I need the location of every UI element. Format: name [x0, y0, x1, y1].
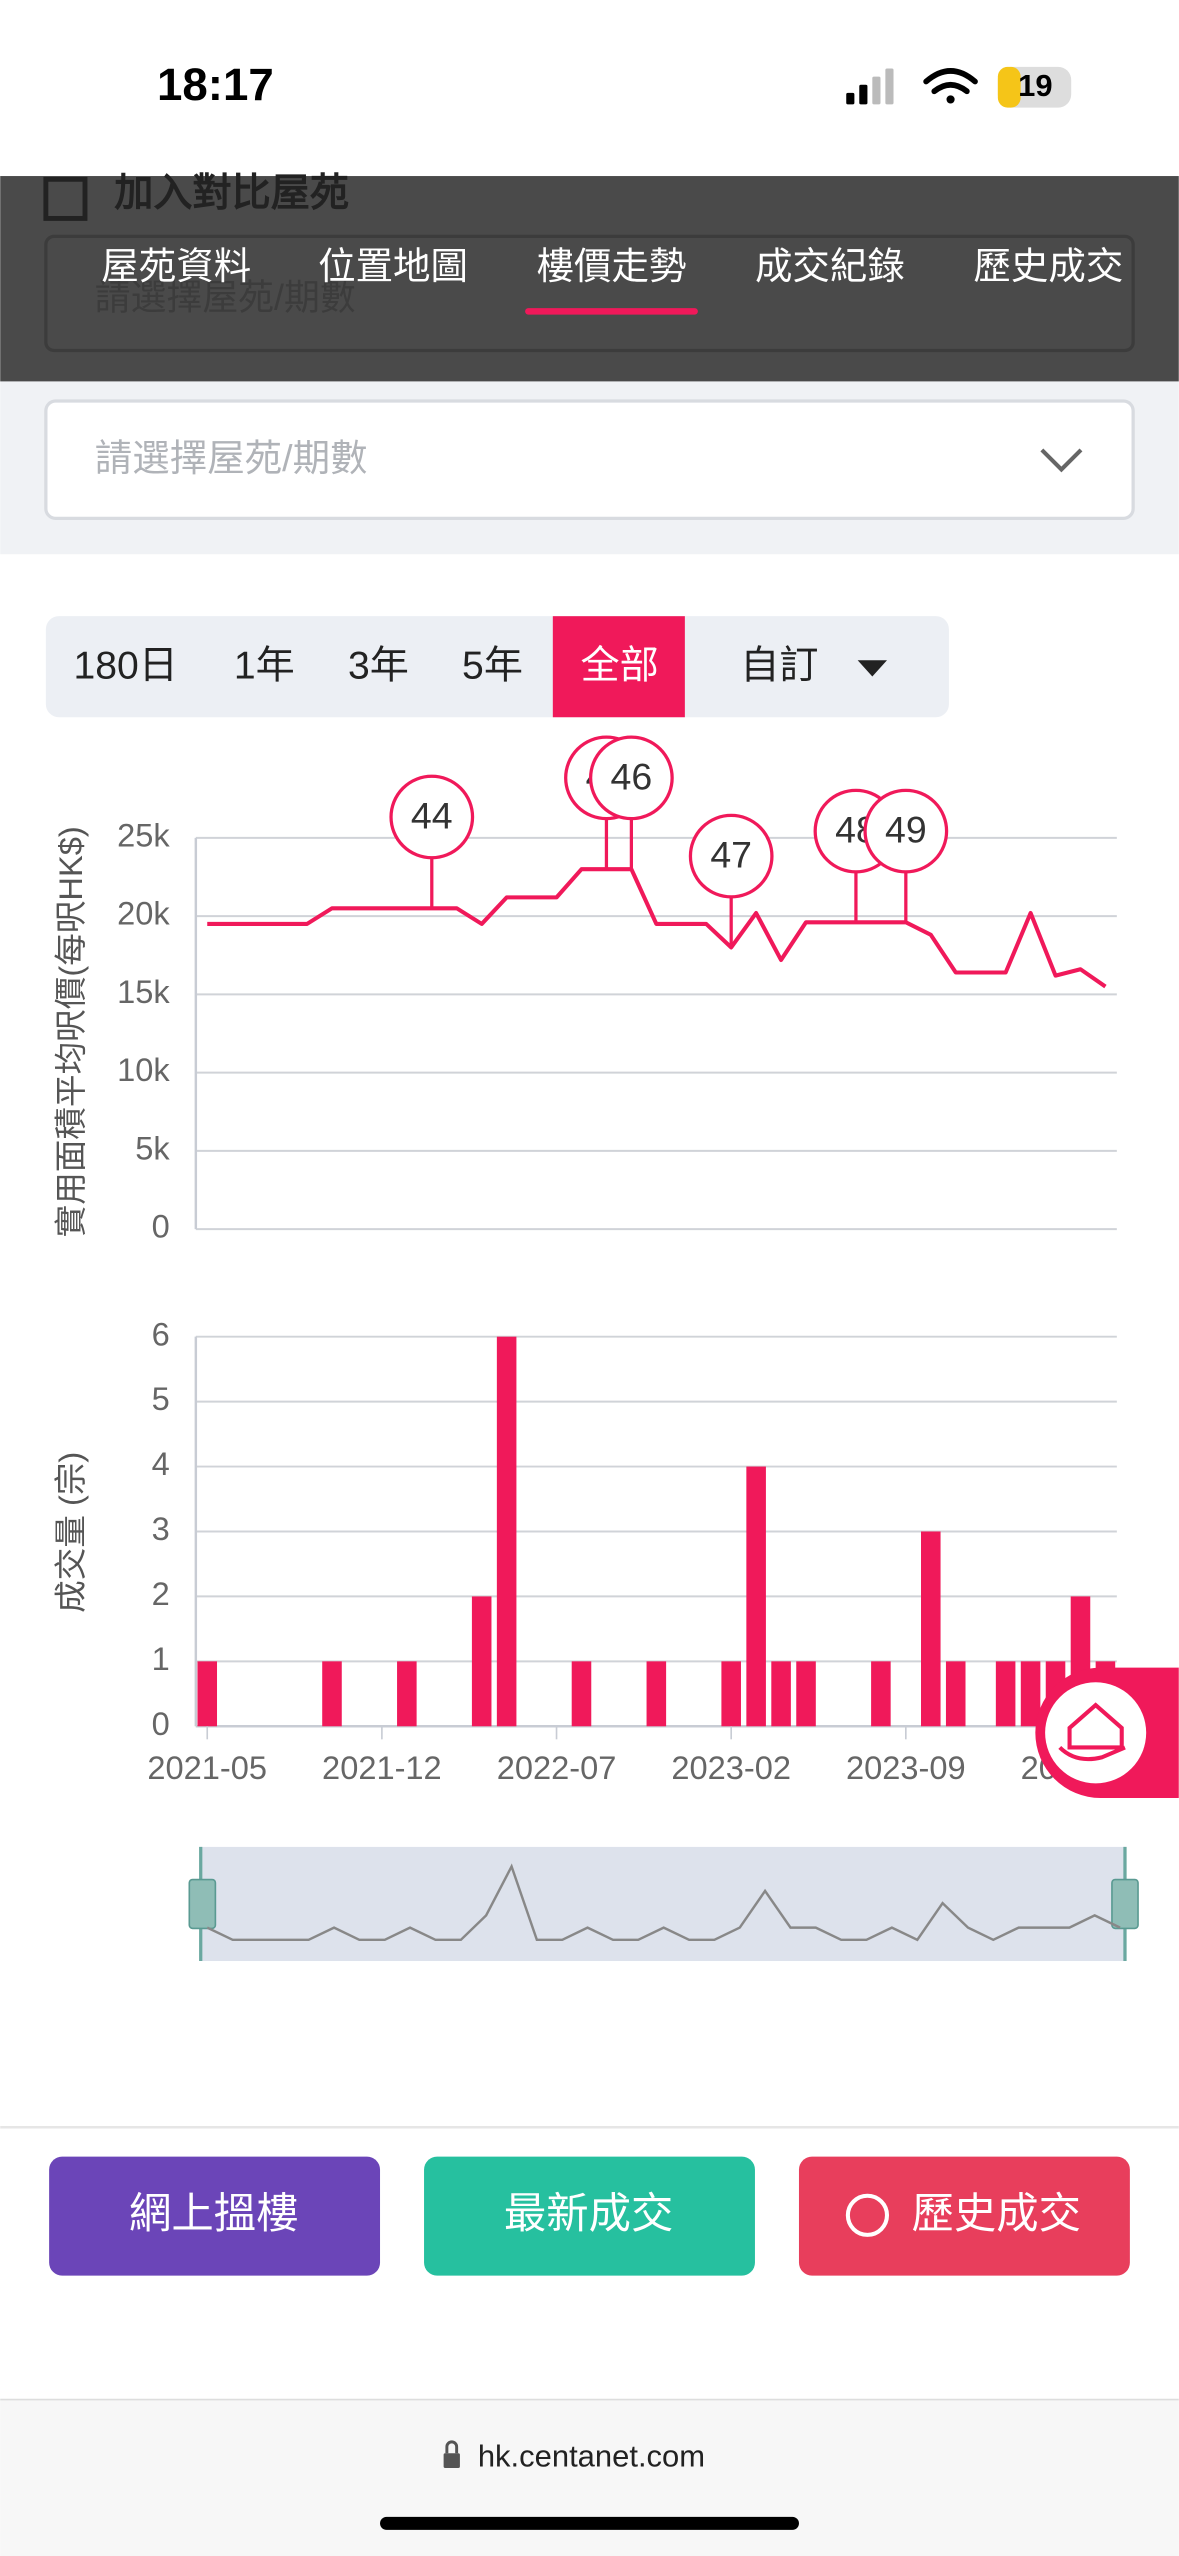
period-option[interactable]: 5年 — [462, 645, 523, 688]
y-axis-title: 實用面積平均呎價(每呎HK$) — [52, 826, 89, 1237]
bar — [721, 1661, 741, 1727]
annotation-bubble — [688, 813, 774, 899]
bar — [995, 1661, 1016, 1727]
annotation-label: 47 — [710, 834, 752, 876]
action-label: 網上搵樓 — [129, 2190, 299, 2237]
x-tick-label: 2023-02 — [671, 1749, 791, 1786]
action-button[interactable] — [424, 2156, 755, 2276]
compare-label: 加入對比屋苑 — [114, 172, 349, 215]
annotation-bubble — [389, 774, 475, 860]
y-tick-label: 10k — [117, 1051, 170, 1088]
compare-icon — [43, 176, 88, 221]
tab[interactable]: 歷史成交 — [973, 245, 1123, 287]
period-option[interactable]: 自訂 — [740, 645, 818, 688]
action-label: 最新成交 — [504, 2190, 674, 2237]
bar — [496, 1336, 517, 1727]
navigator[interactable] — [200, 1846, 1125, 1962]
annotation-bubble — [863, 788, 949, 874]
x-tick-label: 2021-05 — [147, 1749, 267, 1786]
period-option[interactable]: 180日 — [74, 645, 178, 688]
history-icon — [845, 2193, 890, 2237]
period-option[interactable]: 全部 — [581, 645, 659, 688]
tab-underline — [525, 308, 698, 315]
x-tick-label: 2022-07 — [497, 1749, 617, 1786]
compare-placeholder: 請選擇屋苑/期數 — [95, 277, 356, 317]
y-tick-label: 20k — [117, 895, 170, 932]
tab[interactable]: 成交紀錄 — [755, 245, 905, 287]
home-indicator — [380, 2516, 799, 2530]
bar — [1020, 1661, 1041, 1727]
period-option[interactable]: 3年 — [348, 645, 409, 688]
bar — [646, 1661, 667, 1727]
tab[interactable]: 樓價走勢 — [537, 245, 687, 287]
wifi-icon — [923, 68, 978, 104]
bar — [322, 1661, 342, 1727]
period-active — [552, 616, 685, 718]
annotation-label: 49 — [885, 809, 927, 851]
y-tick-label: 1 — [152, 1640, 170, 1677]
bar — [945, 1661, 966, 1727]
y-tick-label: 25k — [117, 816, 170, 853]
navigator-line — [206, 1863, 1121, 1942]
y-tick-label: 5k — [135, 1129, 170, 1166]
y-tick-label: 6 — [152, 1315, 170, 1352]
y-tick-label: 0 — [152, 1705, 170, 1742]
y-axis-title: 成交量 (宗) — [52, 1452, 89, 1613]
action-button[interactable] — [798, 2156, 1130, 2276]
bar — [796, 1661, 816, 1727]
battery-level — [997, 66, 1021, 108]
lock-icon — [443, 2453, 460, 2468]
navigator-handle[interactable] — [1111, 1878, 1139, 1930]
period-bar — [45, 616, 949, 718]
battery-text: 19 — [1018, 68, 1052, 103]
floating-icon-bg — [1045, 1682, 1147, 1784]
y-tick-label: 2 — [152, 1575, 170, 1612]
period-option[interactable]: 1年 — [234, 645, 295, 688]
select-box[interactable] — [44, 399, 1135, 521]
annotation-label: 46 — [611, 755, 653, 797]
lock-shackle — [445, 2440, 459, 2454]
bar — [920, 1531, 941, 1727]
x-tick-label: 2023-09 — [846, 1749, 966, 1786]
status-bar — [0, 0, 1179, 177]
bar — [197, 1661, 218, 1727]
url-text: hk.centanet.com — [478, 2438, 705, 2473]
dropdown-triangle — [857, 660, 887, 677]
y-tick-label: 5 — [152, 1380, 170, 1417]
bar — [471, 1596, 492, 1727]
clock: 18:17 — [157, 59, 274, 110]
tab[interactable]: 屋苑資料 — [101, 245, 251, 287]
price-line — [207, 867, 1107, 989]
bar — [571, 1661, 592, 1727]
y-tick-label: 3 — [152, 1510, 170, 1547]
select-placeholder: 請選擇屋苑/期數 — [95, 437, 368, 479]
bar — [771, 1661, 791, 1727]
annotation-label: 44 — [411, 795, 453, 837]
y-tick-label: 0 — [152, 1208, 170, 1245]
annotation-bubble — [589, 735, 674, 821]
tab-bar — [0, 176, 1179, 382]
y-tick-label: 4 — [152, 1445, 170, 1482]
compare-select — [44, 234, 1135, 353]
bar — [746, 1466, 766, 1727]
house-icon — [1058, 1702, 1126, 1762]
y-tick-label: 15k — [117, 973, 170, 1010]
action-label: 歷史成交 — [911, 2190, 1081, 2237]
navigator-handle[interactable] — [188, 1878, 217, 1930]
bar — [397, 1661, 417, 1727]
signal-icon — [846, 68, 894, 105]
action-button[interactable] — [49, 2156, 381, 2276]
tab[interactable]: 位置地圖 — [318, 245, 468, 287]
chevron — [1040, 448, 1083, 473]
bar — [871, 1661, 891, 1727]
url-bar — [0, 2399, 1179, 2556]
x-tick-label: 2021-12 — [322, 1749, 442, 1786]
